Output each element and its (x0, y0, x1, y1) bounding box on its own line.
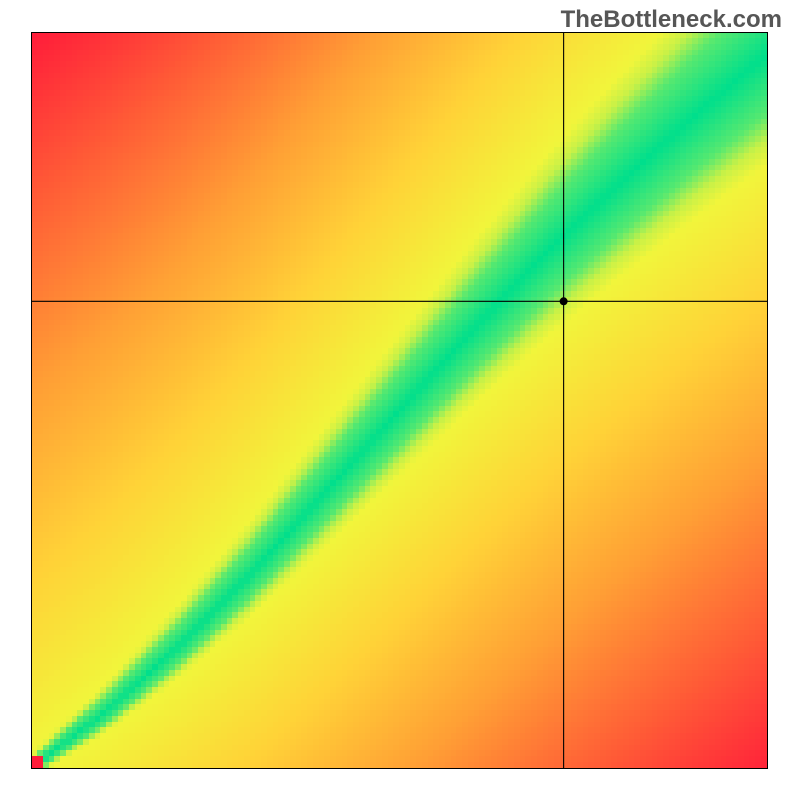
bottleneck-heatmap (32, 33, 767, 768)
source-watermark: TheBottleneck.com (561, 6, 782, 34)
chart-container: TheBottleneck.com (0, 0, 800, 800)
